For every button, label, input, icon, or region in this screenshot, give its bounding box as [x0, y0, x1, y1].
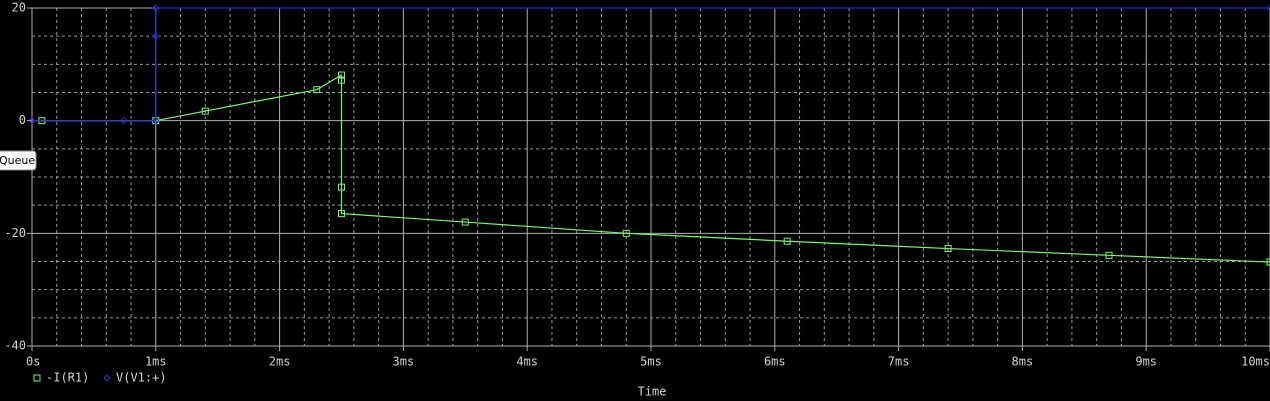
data-marker — [338, 183, 345, 191]
x-tick-label: 8ms — [1012, 355, 1034, 369]
data-marker — [338, 210, 345, 218]
x-tick-label: 1ms — [145, 355, 167, 369]
plot — [28, 4, 1270, 266]
y-tick-label: 20 — [12, 1, 26, 15]
x-tick-label: 7ms — [888, 355, 910, 369]
data-marker — [338, 76, 345, 84]
x-axis-label: Time — [638, 385, 667, 399]
data-marker — [461, 218, 469, 226]
legend-label: V(V1:+) — [116, 371, 167, 385]
x-tick-label: 10ms — [1241, 355, 1270, 369]
data-marker — [152, 116, 160, 125]
x-tick-label: 9ms — [1135, 355, 1157, 369]
series-line — [32, 7, 1270, 122]
data-marker — [944, 245, 952, 253]
data-marker — [152, 4, 160, 12]
legend-symbol — [33, 374, 41, 382]
data-marker — [119, 116, 128, 125]
y-tick-label: 0 — [19, 113, 26, 127]
x-tick-label: 5ms — [640, 355, 662, 369]
legend-symbol — [103, 374, 111, 382]
data-marker — [783, 237, 791, 245]
x-tick-label: 3ms — [393, 355, 415, 369]
data-marker — [152, 32, 160, 40]
y-tick-label: -20 — [4, 226, 26, 240]
series-line — [41, 73, 1270, 263]
data-marker — [313, 86, 321, 94]
x-tick-label: 2ms — [269, 355, 291, 369]
data-marker — [1266, 4, 1270, 12]
tooltip: Queue — [0, 154, 35, 167]
data-marker — [1105, 251, 1113, 259]
data-marker — [201, 107, 209, 115]
data-marker — [1266, 258, 1270, 266]
tooltip-box — [0, 150, 37, 171]
x-tick-label: 0s — [26, 355, 40, 369]
legend-label: -I(R1) — [46, 371, 89, 385]
data-marker — [338, 71, 345, 79]
data-marker — [28, 116, 36, 125]
y-tick-label: -40 — [4, 339, 26, 353]
grid — [31, 7, 1270, 347]
x-tick-label: 4ms — [516, 355, 538, 369]
data-marker — [622, 229, 630, 237]
x-tick-label: 6ms — [764, 355, 786, 369]
